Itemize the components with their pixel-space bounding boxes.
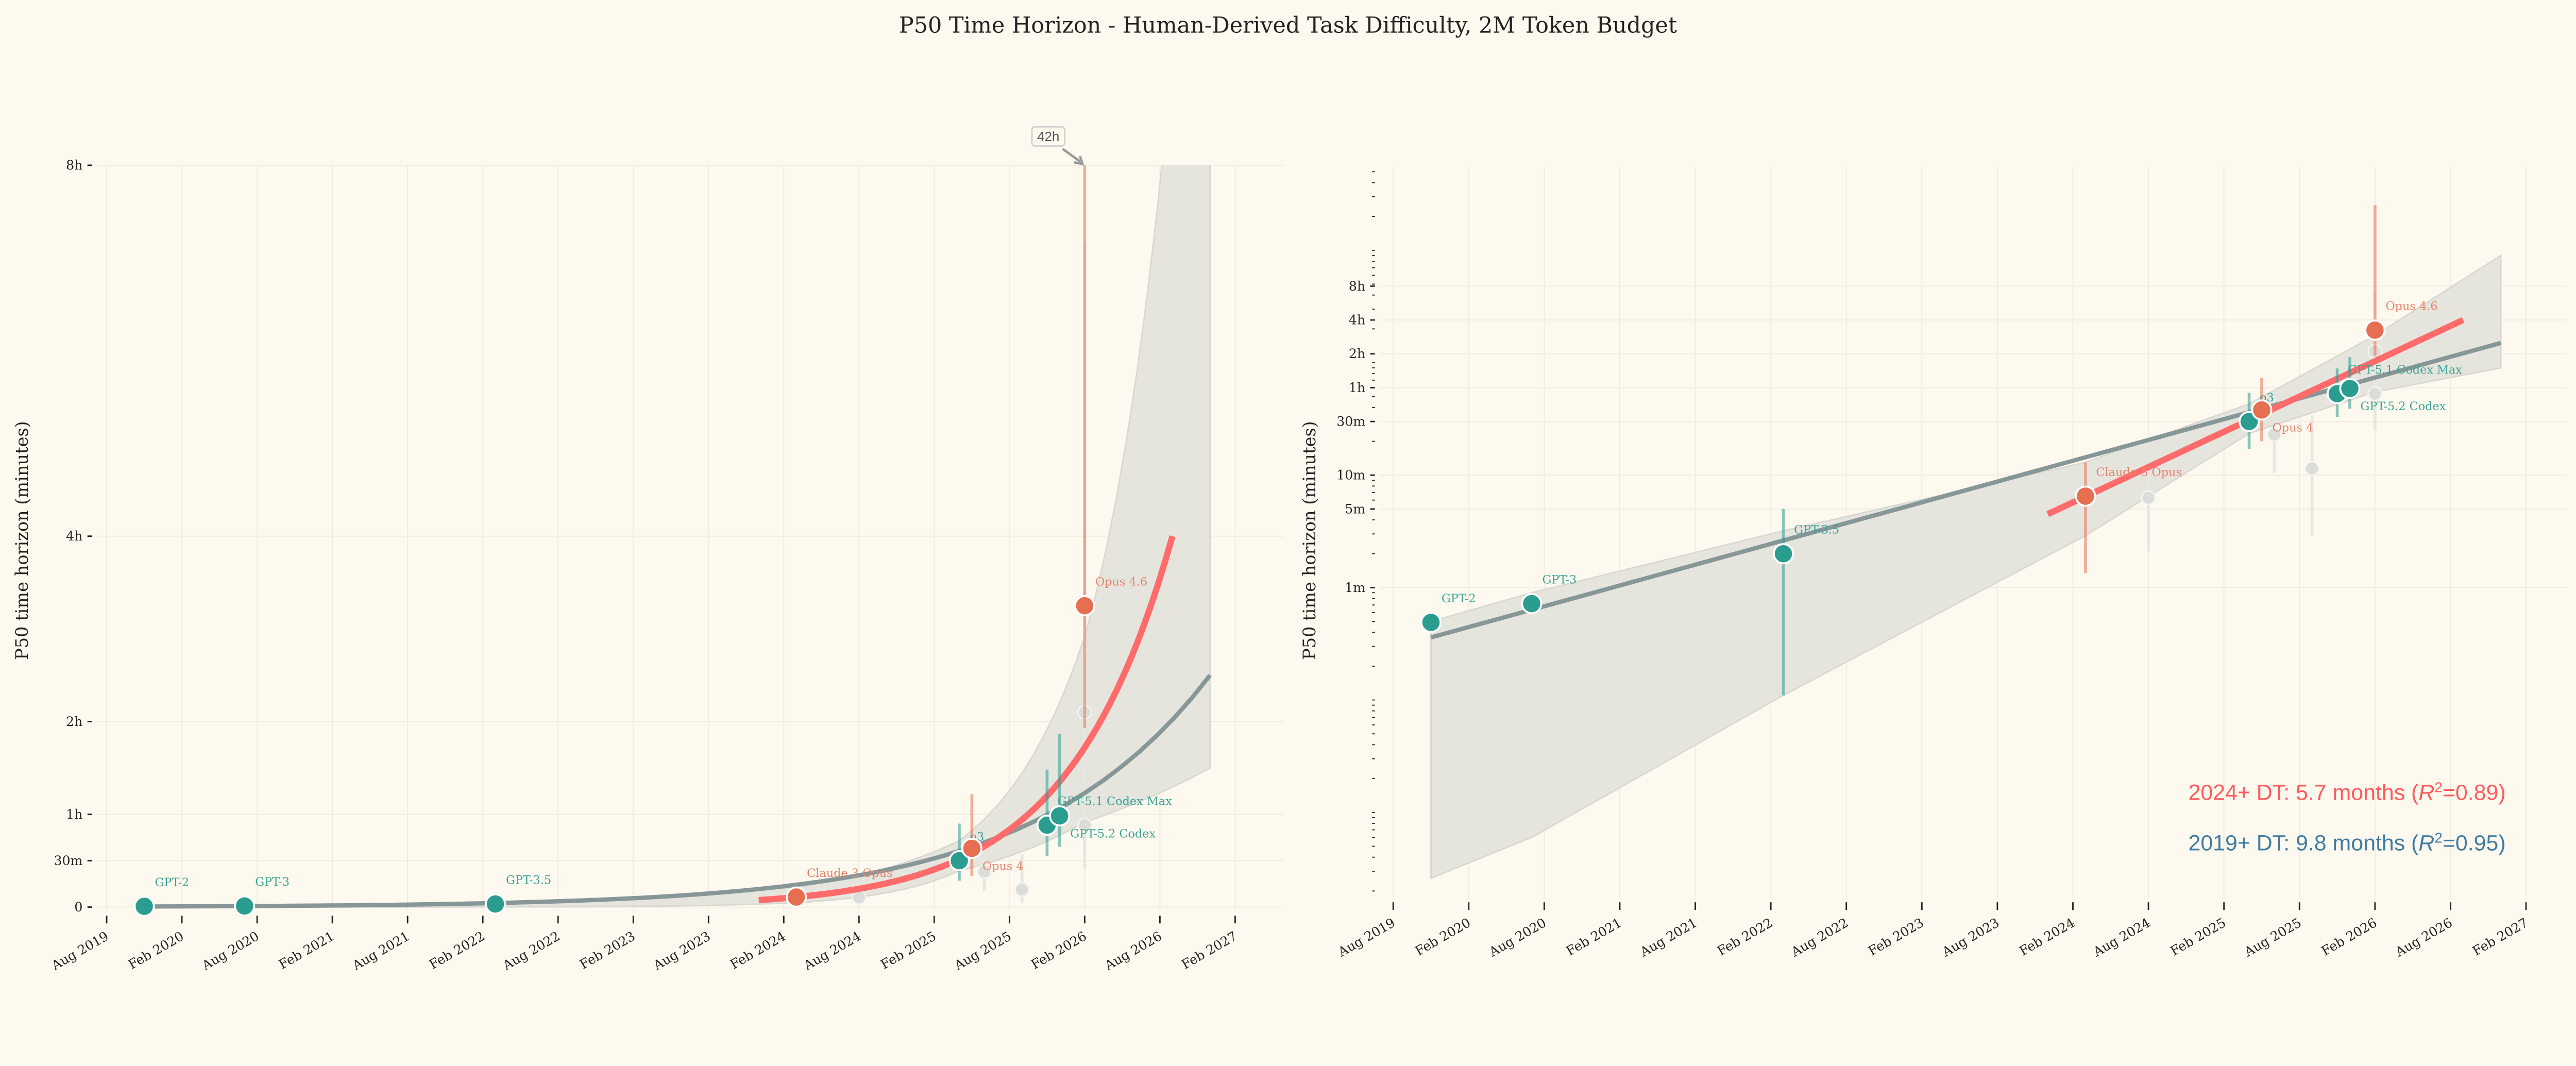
left-y-tick-label: 0: [74, 900, 82, 915]
data-point: [133, 895, 155, 916]
data-point: [2364, 319, 2386, 341]
right-y-tick-label: 1h: [1349, 380, 1365, 395]
right-y-tick-label: 10m: [1336, 468, 1365, 483]
left-y-tick-label: 8h: [66, 158, 82, 173]
left-y-tick-label: 30m: [54, 853, 83, 868]
data-point: [234, 895, 256, 916]
point-label: GPT-5.2 Codex: [1070, 827, 1156, 841]
data-point: [2075, 485, 2096, 507]
data-point: [1773, 543, 1794, 565]
faded-point: [1014, 882, 1030, 897]
faded-point: [977, 864, 992, 879]
fit-annotations: 2024+ DT: 5.7 months (R2=0.89) 2019+ DT:…: [2188, 780, 2505, 856]
point-label: Opus 4.6: [2385, 300, 2437, 313]
arrow-head-icon: [1074, 156, 1084, 165]
chart-title: P50 Time Horizon - Human-Derived Task Di…: [899, 12, 1677, 38]
left-y-tick-label: 2h: [66, 714, 82, 729]
overflow-label-box: [1031, 126, 1065, 147]
left-y-tick-label: 4h: [66, 529, 82, 544]
faded-point: [2266, 427, 2282, 442]
data-point: [2339, 378, 2361, 399]
data-point: [1420, 612, 1442, 633]
point-label: GPT-2: [155, 876, 190, 889]
fit-line-2019-plus: [144, 673, 1212, 909]
right-y-tick-label: 5m: [1345, 501, 1365, 516]
fit-line-2019-plus: [1430, 341, 2502, 640]
right-y-tick-label: 4h: [1349, 312, 1365, 327]
data-point: [961, 838, 982, 859]
overflow-label: 42h: [1037, 129, 1060, 144]
point-label: GPT-3: [255, 875, 290, 889]
confidence-band: [1430, 254, 2502, 879]
point-label: GPT-5.1 Codex Max: [2348, 363, 2462, 377]
faded-point: [2367, 386, 2383, 401]
data-point: [2251, 399, 2273, 421]
point-label: GPT-3.5: [1794, 523, 1839, 537]
faded-point: [2141, 490, 2156, 505]
data-point: [1521, 593, 1543, 615]
fit-2019-annotation: 2019+ DT: 9.8 months (R2=0.95): [2188, 830, 2505, 856]
data-point: [948, 850, 970, 872]
point-label: GPT-3.5: [506, 873, 551, 887]
data-point: [1049, 805, 1071, 827]
overflow-annotation: 42h: [1031, 126, 1084, 165]
right-y-axis-label: P50 time horizon (minutes): [1299, 421, 1319, 660]
faded-point: [2304, 461, 2320, 477]
point-label: GPT-3: [1542, 573, 1577, 586]
point-label: GPT-2: [1442, 592, 1476, 605]
time-horizon-figure: P50 Time Horizon - Human-Derived Task Di…: [12, 12, 2567, 974]
faded-point: [1077, 818, 1092, 833]
point-label: Opus 4.6: [1095, 575, 1147, 588]
point-label: Claude 3 Opus: [807, 867, 893, 880]
point-label: Opus 4: [2272, 421, 2313, 435]
right-y-tick-label: 2h: [1349, 346, 1365, 361]
point-label: GPT-5.1 Codex Max: [1058, 794, 1172, 808]
left-y-axis-label: P50 time horizon (minutes): [12, 421, 32, 660]
left-y-tick-label: 1h: [66, 807, 82, 822]
right-y-tick-label: 8h: [1349, 279, 1365, 294]
point-label: Opus 4: [982, 860, 1024, 873]
right-y-tick-label: 30m: [1336, 414, 1365, 429]
data-point: [786, 886, 807, 908]
data-point: [484, 893, 506, 915]
fit-2024-annotation: 2024+ DT: 5.7 months (R2=0.89): [2188, 780, 2505, 805]
data-point: [1074, 595, 1095, 617]
point-label: Claude 3 Opus: [2096, 466, 2182, 479]
point-label: GPT-5.2 Codex: [2360, 400, 2446, 413]
right-y-tick-label: 1m: [1345, 580, 1365, 595]
overflow-arrow-icon: [1062, 148, 1081, 163]
